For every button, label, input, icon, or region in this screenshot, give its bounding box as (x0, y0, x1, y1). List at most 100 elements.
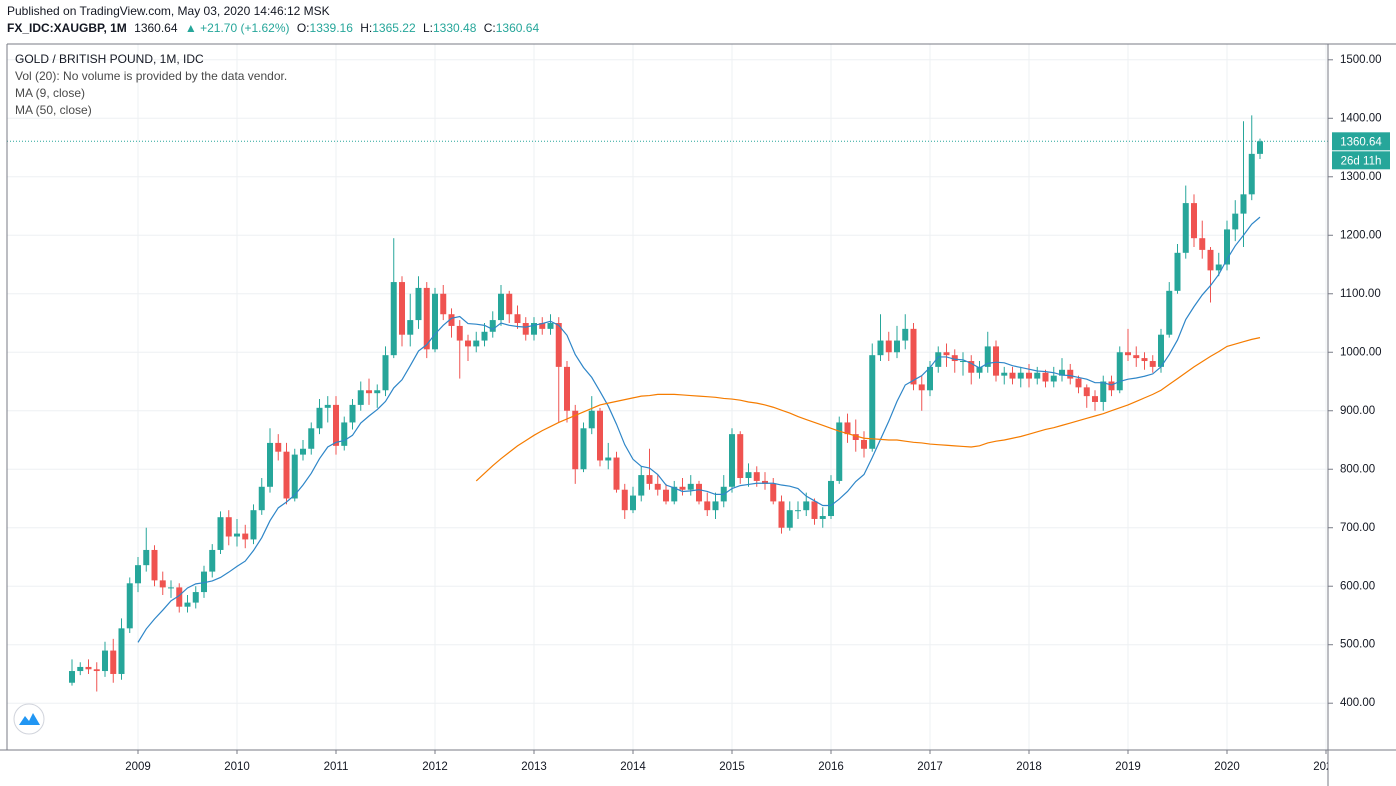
candle-body (1034, 372, 1041, 379)
candle-body (885, 340, 892, 353)
candle-body (861, 439, 867, 449)
candle-body (555, 323, 562, 367)
legend-entry: MA (50, close) (15, 103, 92, 117)
candle-body (712, 501, 719, 511)
ohlc-value: 1360.64 (496, 21, 540, 35)
candle-body (844, 422, 851, 435)
candle-body (250, 510, 257, 540)
x-tick-label: 2013 (521, 761, 547, 773)
candle-body (943, 352, 950, 356)
candle-body (234, 533, 240, 537)
candle-body (1191, 203, 1197, 239)
candle-body (1059, 369, 1065, 376)
candle-body (580, 428, 587, 470)
candle-body (696, 483, 702, 502)
candle-body (399, 282, 405, 335)
candle-body (1224, 229, 1230, 265)
candle-body (1009, 372, 1016, 379)
y-tick-label: 600.00 (1340, 580, 1375, 592)
candle-body (341, 422, 348, 446)
ohlc-label: O: (297, 21, 310, 35)
candle-body (1158, 334, 1164, 367)
candle-body (795, 510, 801, 512)
candle-body (1125, 352, 1131, 356)
candle-body (85, 666, 92, 670)
last-price: 1360.64 (134, 21, 178, 35)
candle-body (1133, 355, 1140, 359)
candle-body (69, 671, 75, 683)
candle-body (1001, 372, 1008, 376)
candle-body (357, 390, 364, 405)
candle-body (168, 587, 174, 589)
candle-body (679, 486, 686, 490)
candle-body (1149, 361, 1156, 367)
candle-body (151, 549, 158, 581)
candle-body (209, 549, 216, 572)
candle-body (960, 361, 966, 363)
ma-line (475, 337, 1261, 482)
candle-body (951, 355, 958, 362)
candle-body (852, 434, 859, 440)
candle-body (324, 404, 331, 408)
candle-body (786, 510, 793, 528)
candle-body (225, 517, 232, 537)
candle-body (547, 323, 554, 329)
candle-body (126, 583, 133, 629)
candle-body (803, 501, 810, 511)
ohlc-label: L: (423, 21, 433, 35)
candle-body (102, 650, 108, 672)
candle-body (283, 451, 290, 499)
ohlc-value: 1330.48 (433, 21, 477, 35)
candle-body (630, 495, 636, 511)
candle-body (267, 442, 273, 487)
y-tick-label: 700.00 (1340, 522, 1375, 534)
x-tick-label: 2017 (917, 761, 943, 773)
candle-body (432, 293, 438, 350)
candle-body (349, 404, 356, 423)
change: ▲ +21.70 (+1.62%) (185, 21, 290, 35)
x-tick-label: 2010 (224, 761, 250, 773)
candle-body (1215, 264, 1222, 271)
candle-body (110, 650, 117, 674)
candle-body (522, 323, 529, 335)
candle-body (1182, 203, 1189, 253)
x-tick-label: 2009 (125, 761, 151, 773)
candle-body (638, 475, 645, 496)
y-tick-label: 500.00 (1340, 639, 1375, 651)
candle-body (1207, 249, 1214, 271)
candle-body (192, 592, 199, 603)
candle-body (572, 410, 579, 470)
candle-body (217, 517, 224, 550)
candle-body (333, 404, 339, 446)
candle-body (1100, 381, 1107, 402)
published-note: Published on TradingView.com, May 03, 20… (7, 4, 330, 18)
candle-body (605, 457, 612, 461)
candle-body (729, 434, 735, 487)
x-tick-label: 2021 (1313, 761, 1339, 773)
candle-body (159, 580, 166, 588)
y-tick-label: 1400.00 (1340, 112, 1382, 124)
ohlc-value: 1339.16 (310, 21, 354, 35)
candle-body (366, 390, 372, 394)
candle-body (1042, 372, 1049, 382)
candle-body (1026, 372, 1032, 379)
chart-title: GOLD / BRITISH POUND, 1M, IDC (15, 52, 204, 66)
candle-body (1050, 375, 1057, 382)
candle-body (993, 346, 999, 376)
candle-body (597, 410, 603, 461)
candle-body (415, 287, 422, 321)
candle-body (1116, 352, 1123, 391)
candle-body (258, 486, 265, 511)
candle-body (1067, 369, 1074, 379)
candle-body (753, 472, 760, 481)
logo-circle (13, 703, 45, 735)
candle-body (646, 475, 653, 484)
candle-body (506, 293, 513, 315)
candle-body (143, 549, 150, 566)
x-tick-label: 2011 (324, 761, 349, 773)
candle-body (836, 422, 843, 481)
candle-body (778, 501, 785, 528)
ohlc-value: 1365.22 (372, 21, 416, 35)
ohlc-label: H: (360, 21, 372, 35)
